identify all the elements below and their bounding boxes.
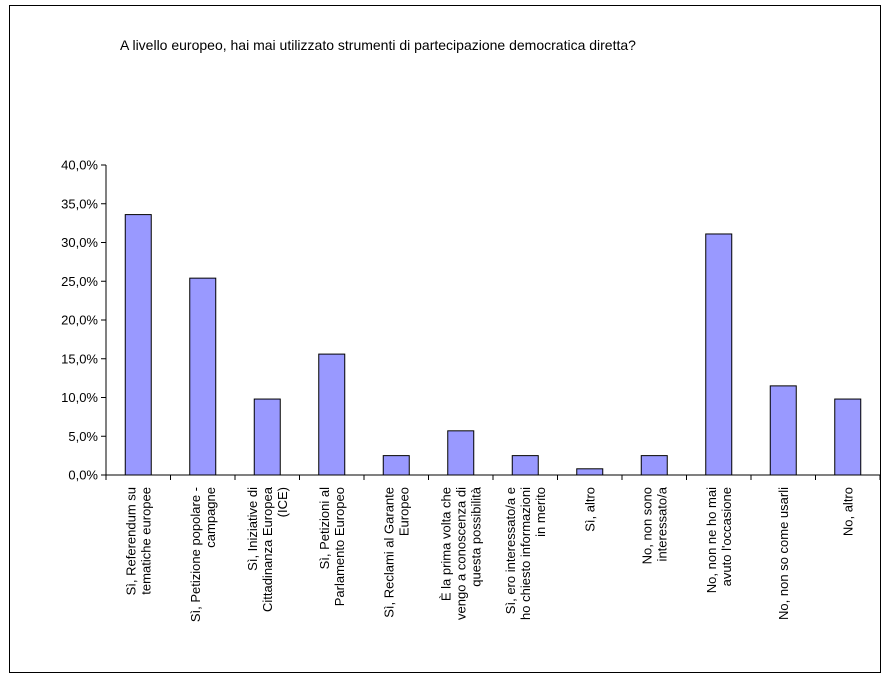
x-category-label-line: Sì, Reclami al Garante [381,487,396,618]
x-category-label: No, non so come usarli [776,487,791,620]
x-category-label-line: No, altro [840,487,855,536]
y-axis-ticks: 0,0% 5,0% 10,0% 15,0% 20,0% 25,0% 30,0% 35,0% 40… [61,158,881,483]
y-tick-label: 25,0% [61,274,98,289]
x-category-label-line: Sì, Petizioni al [317,487,332,569]
y-tick-label: 0,0% [68,468,98,483]
x-category-label: No, altro [840,487,855,536]
bar [124,214,152,476]
bar [705,233,733,476]
bar [769,385,797,476]
bar [189,277,217,476]
x-category-label-line: interessato/a [654,486,669,561]
y-tick-label: 30,0% [61,235,98,250]
y-tick-label: 10,0% [61,390,98,405]
x-category-label-line: No, non sono [639,487,654,564]
x-category-label-line: No, non ne ho mai [704,487,719,593]
y-tick-label: 15,0% [61,351,98,366]
x-category-label-line: vengo a conoscenza di [453,487,468,620]
x-category-label-line: in merito [533,487,548,537]
bar [834,398,862,476]
y-tick-label: 5,0% [68,429,98,444]
x-category-label: Sì, Referendum su tematiche europee [123,487,153,595]
bar [382,455,410,476]
x-category-label: Sì, Iniziative di Cittadinanza Europea (IC… [245,486,290,612]
bar [576,468,604,476]
x-category-label-line: avuto l'occasione [719,487,734,586]
y-tick-label: 35,0% [61,196,98,211]
x-category-label-line: Parlamento Europeo [332,487,347,606]
x-category-label-line: campagne [203,487,218,548]
x-category-label-line: È la prima volta che [438,487,453,601]
x-category-label-line: Sì, altro [582,487,597,532]
x-category-label: No, non sono interessato/a [639,486,669,564]
x-category-label-line: (ICE) [275,487,290,517]
bar [447,430,475,476]
x-category-label-line: Sì, Petizione popolare - [188,487,203,622]
x-category-label: No, non ne ho mai avuto l'occasione [704,487,734,593]
x-category-label: È la prima volta che vengo a conoscenza d… [438,486,483,620]
chart-title: A livello europeo, hai mai utilizzato st… [120,37,636,53]
chart-bars [124,214,862,476]
x-axis-labels: Sì, Referendum su tematiche europee Sì, Pe… [123,486,855,622]
x-category-label: Sì, Reclami al Garante Europeo [381,487,411,618]
bar [253,398,281,476]
x-category-label-line: ho chiesto informazioni [518,487,533,620]
x-category-label-line: Sì, ero interessato/a e [503,487,518,614]
y-tick-label: 40,0% [61,158,98,173]
x-category-label-line: No, non so come usarli [776,487,791,620]
bar [511,455,539,476]
x-category-label: Sì, altro [582,487,597,532]
x-category-label-line: questa possibilità [468,486,483,586]
x-category-label: Sì, ero interessato/a e ho chiesto inform… [503,487,548,620]
x-category-label-line: Sì, Iniziative di [245,487,260,571]
x-category-label-line: Europeo [396,487,411,536]
x-category-label-line: Cittadinanza Europea [260,486,275,612]
chart-axes [105,165,880,476]
x-category-label-line: tematiche europee [138,487,153,595]
bar [640,455,668,476]
bar [318,353,346,476]
chart-frame [9,5,881,673]
x-category-label-line: Sì, Referendum su [123,487,138,595]
y-tick-label: 20,0% [61,313,98,328]
x-category-label: Sì, Petizione popolare - campagne [188,487,218,622]
x-category-label: Sì, Petizioni al Parlamento Europeo [317,487,347,606]
